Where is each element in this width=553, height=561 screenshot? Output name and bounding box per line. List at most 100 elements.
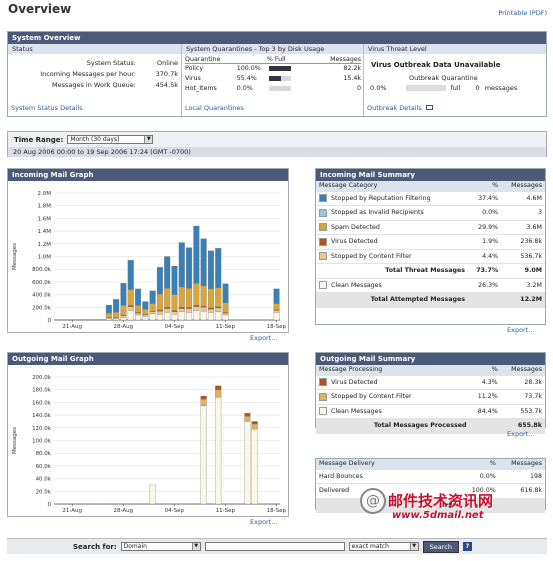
status-header: Status <box>8 44 181 54</box>
summary-pct: 37.4% <box>468 191 502 206</box>
system-overview-header: System Overview <box>8 32 546 44</box>
incoming-graph-export[interactable]: Export... <box>250 334 278 342</box>
outbreak-details-label: Outbreak Details <box>367 104 422 112</box>
chart-bar <box>215 397 222 505</box>
summary-label-cell: Total Attempted Messages <box>316 292 469 308</box>
summary-label: Total Threat Messages <box>385 267 466 274</box>
col-pct: % <box>468 181 502 192</box>
outgoing-summary-export[interactable]: Export... <box>507 430 535 438</box>
summary-label-cell: Stopped as Invalid Recipients <box>316 205 469 221</box>
chart-bar <box>273 303 280 310</box>
y-tick-label: 1.2M <box>38 242 52 248</box>
chart-bar <box>171 310 178 312</box>
summary-label-cell: Stopped by Content Filter <box>316 249 469 264</box>
x-tick-label: 28-Aug <box>113 324 133 330</box>
summary-pct: 100.0% <box>461 483 499 499</box>
chart-bar <box>215 385 222 390</box>
chart-bar <box>135 314 142 321</box>
quarantine-row[interactable]: Virus 55.4% 15.4k <box>185 74 361 84</box>
summary-msgs: 4.6M <box>501 191 545 206</box>
summary-pct: 73.7% <box>468 263 502 279</box>
search-bar: Search for: Domain ▼ exact match ▼ Search … <box>7 538 547 554</box>
chart-bar <box>207 312 214 321</box>
summary-label: Total Attempted Messages <box>370 296 466 303</box>
incoming-graph-header: Incoming Mail Graph <box>8 169 288 181</box>
summary-label: Virus Detected <box>331 378 378 386</box>
outbreak-details-link[interactable]: Outbreak Details <box>367 104 433 112</box>
chart-bar <box>135 312 142 316</box>
summary-msgs: 3.6M <box>501 220 545 235</box>
col-category: Message Processing <box>316 365 470 376</box>
chart-bar <box>149 313 156 321</box>
local-quarantines-link[interactable]: Local Quarantines <box>185 104 244 112</box>
chart-bar <box>186 247 193 289</box>
watermark-cn: 邮件技术资讯网 <box>388 492 494 510</box>
watermark: @ 邮件技术资讯网 www.5dmail.net <box>358 486 548 528</box>
search-type-select[interactable]: Domain ▼ <box>120 542 201 551</box>
summary-label-cell: Clean Messages <box>316 404 470 419</box>
chart-bar <box>120 317 127 321</box>
time-range-label: Time Range: <box>14 135 64 144</box>
new-window-icon <box>425 105 433 110</box>
printable-pdf-link[interactable]: Printable (PDF) <box>498 9 547 17</box>
chart-bar <box>222 302 229 313</box>
summary-label: Stopped as Invalid Recipients <box>331 209 424 217</box>
system-status-details-link[interactable]: System Status Details <box>11 104 83 112</box>
col-category: Message Delivery <box>316 459 462 470</box>
quarantine-row[interactable]: Policy 100.0% 82.2k <box>185 64 361 74</box>
outbreak-quarantine-title: Outbreak Quarantine <box>409 74 478 82</box>
chart-bar <box>156 267 163 295</box>
chart-bar <box>222 314 229 321</box>
chevron-down-icon: ▼ <box>409 543 418 550</box>
summary-msgs: 3.2M <box>501 278 545 293</box>
incoming-summary-export[interactable]: Export... <box>507 326 535 334</box>
chart-bar <box>127 310 134 321</box>
summary-pct: 84.4% <box>469 404 501 419</box>
quarantine-row[interactable]: Hot_Items 0.0% 0 <box>185 84 361 94</box>
search-mode-select[interactable]: exact match ▼ <box>348 542 419 551</box>
q-pct: 100.0% <box>236 65 261 73</box>
chart-bar <box>186 288 193 308</box>
q-col-msgs: Messages <box>330 56 361 63</box>
search-button[interactable]: Search <box>422 540 459 553</box>
chart-bar <box>149 290 156 304</box>
time-range-select[interactable]: Month (30 days) ▼ <box>67 135 154 144</box>
chart-bar <box>244 421 251 505</box>
chart-bar <box>215 389 222 398</box>
status-section: Status System Status: Online Incoming Mess… <box>8 44 182 116</box>
outgoing-graph-export[interactable]: Export... <box>250 518 278 526</box>
q-pct: 0.0% <box>236 85 253 92</box>
chart-bar <box>105 317 112 319</box>
y-tick-label: 1.4M <box>38 229 52 235</box>
chart-bar <box>142 309 149 315</box>
chart-bar <box>251 428 258 505</box>
chart-bar <box>200 307 207 312</box>
chart-bar <box>193 310 200 321</box>
chart-bar <box>127 260 134 290</box>
chart-bar <box>105 318 112 321</box>
chart-bar <box>127 306 134 311</box>
col-category: Message Category <box>316 181 469 192</box>
outbreak-full-label: full <box>450 84 461 92</box>
chart-bar <box>186 312 193 321</box>
summary-msgs: 553.7k <box>500 404 545 419</box>
chart-bar <box>171 265 178 295</box>
summary-msgs: 236.8k <box>501 234 545 250</box>
outgoing-chart: 0 20.0k 40.0k 60.0k 80.0k 100.0k 120.0k 140.0k 1… <box>12 375 287 514</box>
summary-label-cell: Stopped by Content Filter <box>316 389 470 405</box>
quarantines-section: System Quarantines - Top 3 by Disk Usage… <box>182 44 364 116</box>
search-input[interactable] <box>204 542 345 551</box>
q-name: Virus <box>185 75 201 82</box>
summary-pct: 29.9% <box>468 220 502 235</box>
chart-bar <box>120 283 127 306</box>
chart-bar <box>120 315 127 318</box>
help-icon[interactable]: ? <box>462 542 472 551</box>
chart-bar <box>178 242 185 288</box>
chart-bar <box>207 307 214 310</box>
chart-bar <box>178 307 185 309</box>
y-tick-label: 200.0k <box>32 305 52 311</box>
y-tick-label: 200.0k <box>32 375 52 381</box>
summary-row: Virus Detected 4.3% 28.3k <box>316 375 545 390</box>
chart-bar <box>207 250 214 290</box>
status-label: Incoming Messages per hour: <box>40 70 136 78</box>
